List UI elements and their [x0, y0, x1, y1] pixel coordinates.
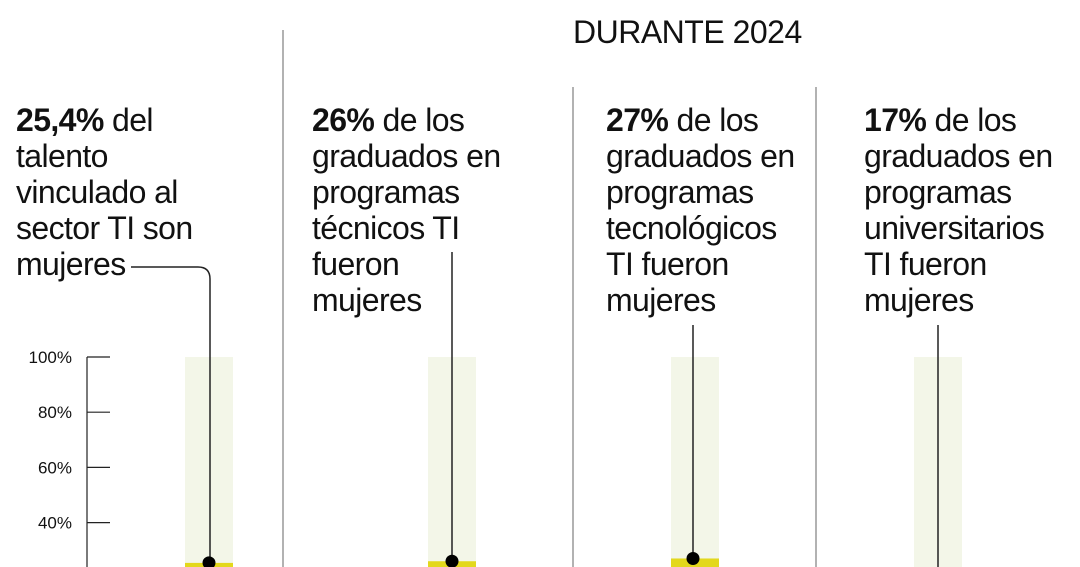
stat-text-line: talento	[16, 138, 108, 174]
stat-text-line: del	[103, 102, 154, 138]
value-marker	[202, 556, 216, 567]
stat-text-line: mujeres	[606, 282, 716, 318]
stat-text-line: TI fueron	[864, 246, 987, 282]
stat-value: 27%	[606, 102, 669, 138]
stat-tecnologicos: 27% de los graduados en programas tecnológi…	[606, 102, 795, 318]
stat-value: 17%	[864, 102, 927, 138]
y-tick-label: 40%	[38, 514, 72, 533]
stat-text-line: mujeres	[864, 282, 974, 318]
stat-text-line: técnicos TI	[312, 210, 460, 246]
stat-universitarios: 17% de los graduados en programas universit…	[864, 102, 1053, 318]
stat-text-line: tecnológicos	[606, 210, 777, 246]
stat-tecnicos: 26% de los graduados en programas técnicos …	[312, 102, 501, 318]
bar-track	[671, 357, 719, 567]
stat-text-line: mujeres	[312, 282, 422, 318]
value-marker	[445, 554, 459, 567]
stat-text-line: programas	[864, 174, 1012, 210]
stat-text-line: vinculado al	[16, 174, 178, 210]
stat-text-line: graduados en	[864, 138, 1053, 174]
stat-text-line: fueron	[312, 246, 400, 282]
stat-text-line: programas	[606, 174, 754, 210]
stat-value: 26%	[312, 102, 375, 138]
stat-value: 25,4%	[16, 102, 104, 138]
stat-text-line: de los	[374, 102, 465, 138]
stat-text-line: universitarios	[864, 210, 1045, 246]
stat-text-line: TI fueron	[606, 246, 729, 282]
leader-line	[131, 266, 211, 563]
stat-text-line: sector TI son	[16, 210, 193, 246]
stat-text-line: de los	[668, 102, 759, 138]
y-tick-label: 100%	[29, 348, 72, 367]
y-tick-label: 80%	[38, 403, 72, 422]
stat-text-line: graduados en	[312, 138, 501, 174]
stat-talento: 25,4% del talento vinculado al sector TI so…	[16, 102, 193, 282]
stat-text-line: programas	[312, 174, 460, 210]
stat-text-line: mujeres	[16, 246, 126, 282]
chart-title: DURANTE 2024	[573, 14, 802, 50]
stat-text-line: graduados en	[606, 138, 795, 174]
y-tick-label: 60%	[38, 458, 72, 477]
value-marker	[686, 551, 700, 565]
bar-track	[185, 357, 233, 567]
stat-text-line: de los	[926, 102, 1017, 138]
